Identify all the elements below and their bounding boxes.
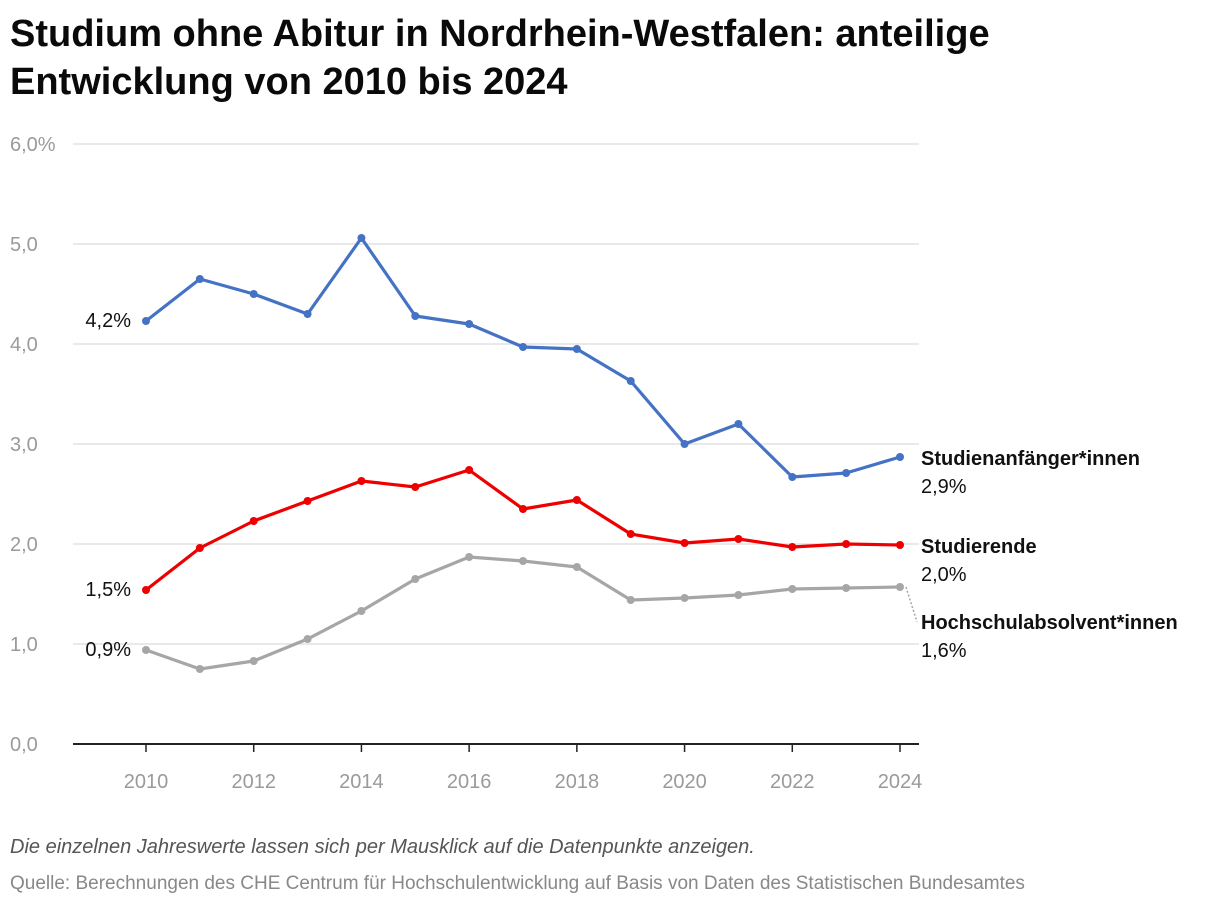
data-point-studienanfaenger[interactable] [142, 317, 150, 325]
series-name-studienanfaenger: Studienanfänger*innen [921, 448, 1140, 470]
start-label-absolventen: 0,9% [85, 639, 131, 661]
source-note: Quelle: Berechnungen des CHE Centrum für… [10, 873, 1025, 894]
data-point-studierende[interactable] [734, 535, 743, 543]
start-label-studierende: 1,5% [85, 579, 131, 601]
data-point-absolventen[interactable] [626, 596, 635, 604]
data-point-studienanfaenger[interactable] [465, 320, 474, 328]
end-label-studienanfaenger: 2,9% [921, 476, 967, 498]
chart-title-line-2: Entwicklung von 2010 bis 2024 [10, 61, 568, 103]
data-point-absolventen[interactable] [303, 635, 312, 643]
data-point-studienanfaenger[interactable] [896, 453, 904, 461]
data-point-absolventen[interactable] [572, 563, 581, 571]
gridlines [73, 143, 919, 645]
data-point-absolventen[interactable] [195, 665, 204, 673]
data-point-studienanfaenger[interactable] [249, 290, 258, 298]
y-tick-label: 0,0 [10, 734, 38, 756]
data-point-studierende[interactable] [896, 541, 904, 549]
x-tick-label: 2012 [231, 771, 276, 793]
data-point-studierende[interactable] [680, 539, 689, 547]
data-point-studienanfaenger[interactable] [572, 345, 581, 353]
data-point-absolventen[interactable] [842, 584, 851, 592]
data-point-studierende[interactable] [142, 586, 150, 594]
axes: 0,0 1,0 2,0 3,0 4,0 5,0 6,0% 2010 2012 2014 2016 20… [10, 134, 922, 793]
x-tick-label: 2024 [878, 771, 923, 793]
data-point-studienanfaenger[interactable] [303, 310, 312, 318]
data-point-studienanfaenger[interactable] [842, 469, 851, 477]
y-tick-label: 6,0% [10, 134, 56, 156]
chart-title-line-1: Studium ohne Abitur in Nordrhein-Westfal… [10, 13, 990, 55]
data-point-studierende[interactable] [303, 497, 312, 505]
data-point-absolventen[interactable] [680, 594, 689, 602]
data-point-absolventen[interactable] [357, 607, 366, 615]
data-point-studienanfaenger[interactable] [788, 473, 797, 481]
data-point-absolventen[interactable] [411, 575, 420, 583]
data-point-studienanfaenger[interactable] [680, 440, 689, 448]
y-tick-label: 4,0 [10, 334, 38, 356]
data-point-studierende[interactable] [842, 540, 851, 548]
series-line-studierende [144, 468, 902, 592]
data-point-studierende[interactable] [626, 530, 635, 538]
data-point-studienanfaenger[interactable] [411, 312, 420, 320]
data-point-studienanfaenger[interactable] [357, 234, 366, 242]
series-name-absolventen: Hochschulabsolvent*innen [921, 612, 1178, 634]
chart-title: Studium ohne Abitur in Nordrhein-Westfal… [10, 10, 1190, 106]
data-point-studierende[interactable] [788, 543, 797, 551]
data-point-studierende[interactable] [519, 505, 527, 513]
series-line-absolventen [144, 555, 902, 671]
line-chart: 0,0 1,0 2,0 3,0 4,0 5,0 6,0% 2010 2012 2014 2016 20… [10, 134, 1178, 793]
series-labels: 4,2% 1,5% 0,9% Studienanfänger*innen 2,9% Stu… [85, 310, 1177, 662]
series-lines [142, 234, 904, 673]
data-point-studienanfaenger[interactable] [626, 377, 635, 385]
data-point-studienanfaenger[interactable] [734, 420, 743, 428]
series-name-studierende: Studierende [921, 536, 1037, 558]
data-point-studierende[interactable] [572, 496, 581, 504]
data-point-absolventen[interactable] [142, 646, 150, 654]
data-point-studienanfaenger[interactable] [195, 275, 204, 283]
end-label-studierende: 2,0% [921, 564, 967, 586]
end-label-absolventen: 1,6% [921, 640, 967, 662]
x-tick-label: 2022 [770, 771, 815, 793]
series-line-studienanfaenger [144, 236, 902, 479]
interaction-note: Die einzelnen Jahreswerte lassen sich pe… [10, 836, 755, 858]
x-tick-label: 2020 [662, 771, 707, 793]
leader-line-absolventen [905, 586, 918, 623]
data-point-studienanfaenger[interactable] [519, 343, 527, 351]
data-point-absolventen[interactable] [465, 553, 474, 561]
y-tick-label: 5,0 [10, 234, 38, 256]
y-tick-label: 2,0 [10, 534, 38, 556]
data-point-studierende[interactable] [249, 517, 258, 525]
data-point-studierende[interactable] [465, 466, 474, 474]
data-point-studierende[interactable] [411, 483, 420, 491]
data-point-absolventen[interactable] [896, 583, 904, 591]
data-point-absolventen[interactable] [734, 591, 743, 599]
data-point-studierende[interactable] [195, 544, 204, 552]
y-tick-label: 3,0 [10, 434, 38, 456]
data-point-absolventen[interactable] [249, 657, 258, 665]
data-point-studierende[interactable] [357, 477, 366, 485]
start-label-studienanfaenger: 4,2% [85, 310, 131, 332]
y-tick-label: 1,0 [10, 634, 38, 656]
x-tick-label: 2018 [555, 771, 600, 793]
data-point-absolventen[interactable] [519, 557, 527, 565]
x-tick-label: 2010 [124, 771, 169, 793]
data-point-absolventen[interactable] [788, 585, 797, 593]
x-tick-label: 2014 [339, 771, 384, 793]
x-tick-label: 2016 [447, 771, 492, 793]
